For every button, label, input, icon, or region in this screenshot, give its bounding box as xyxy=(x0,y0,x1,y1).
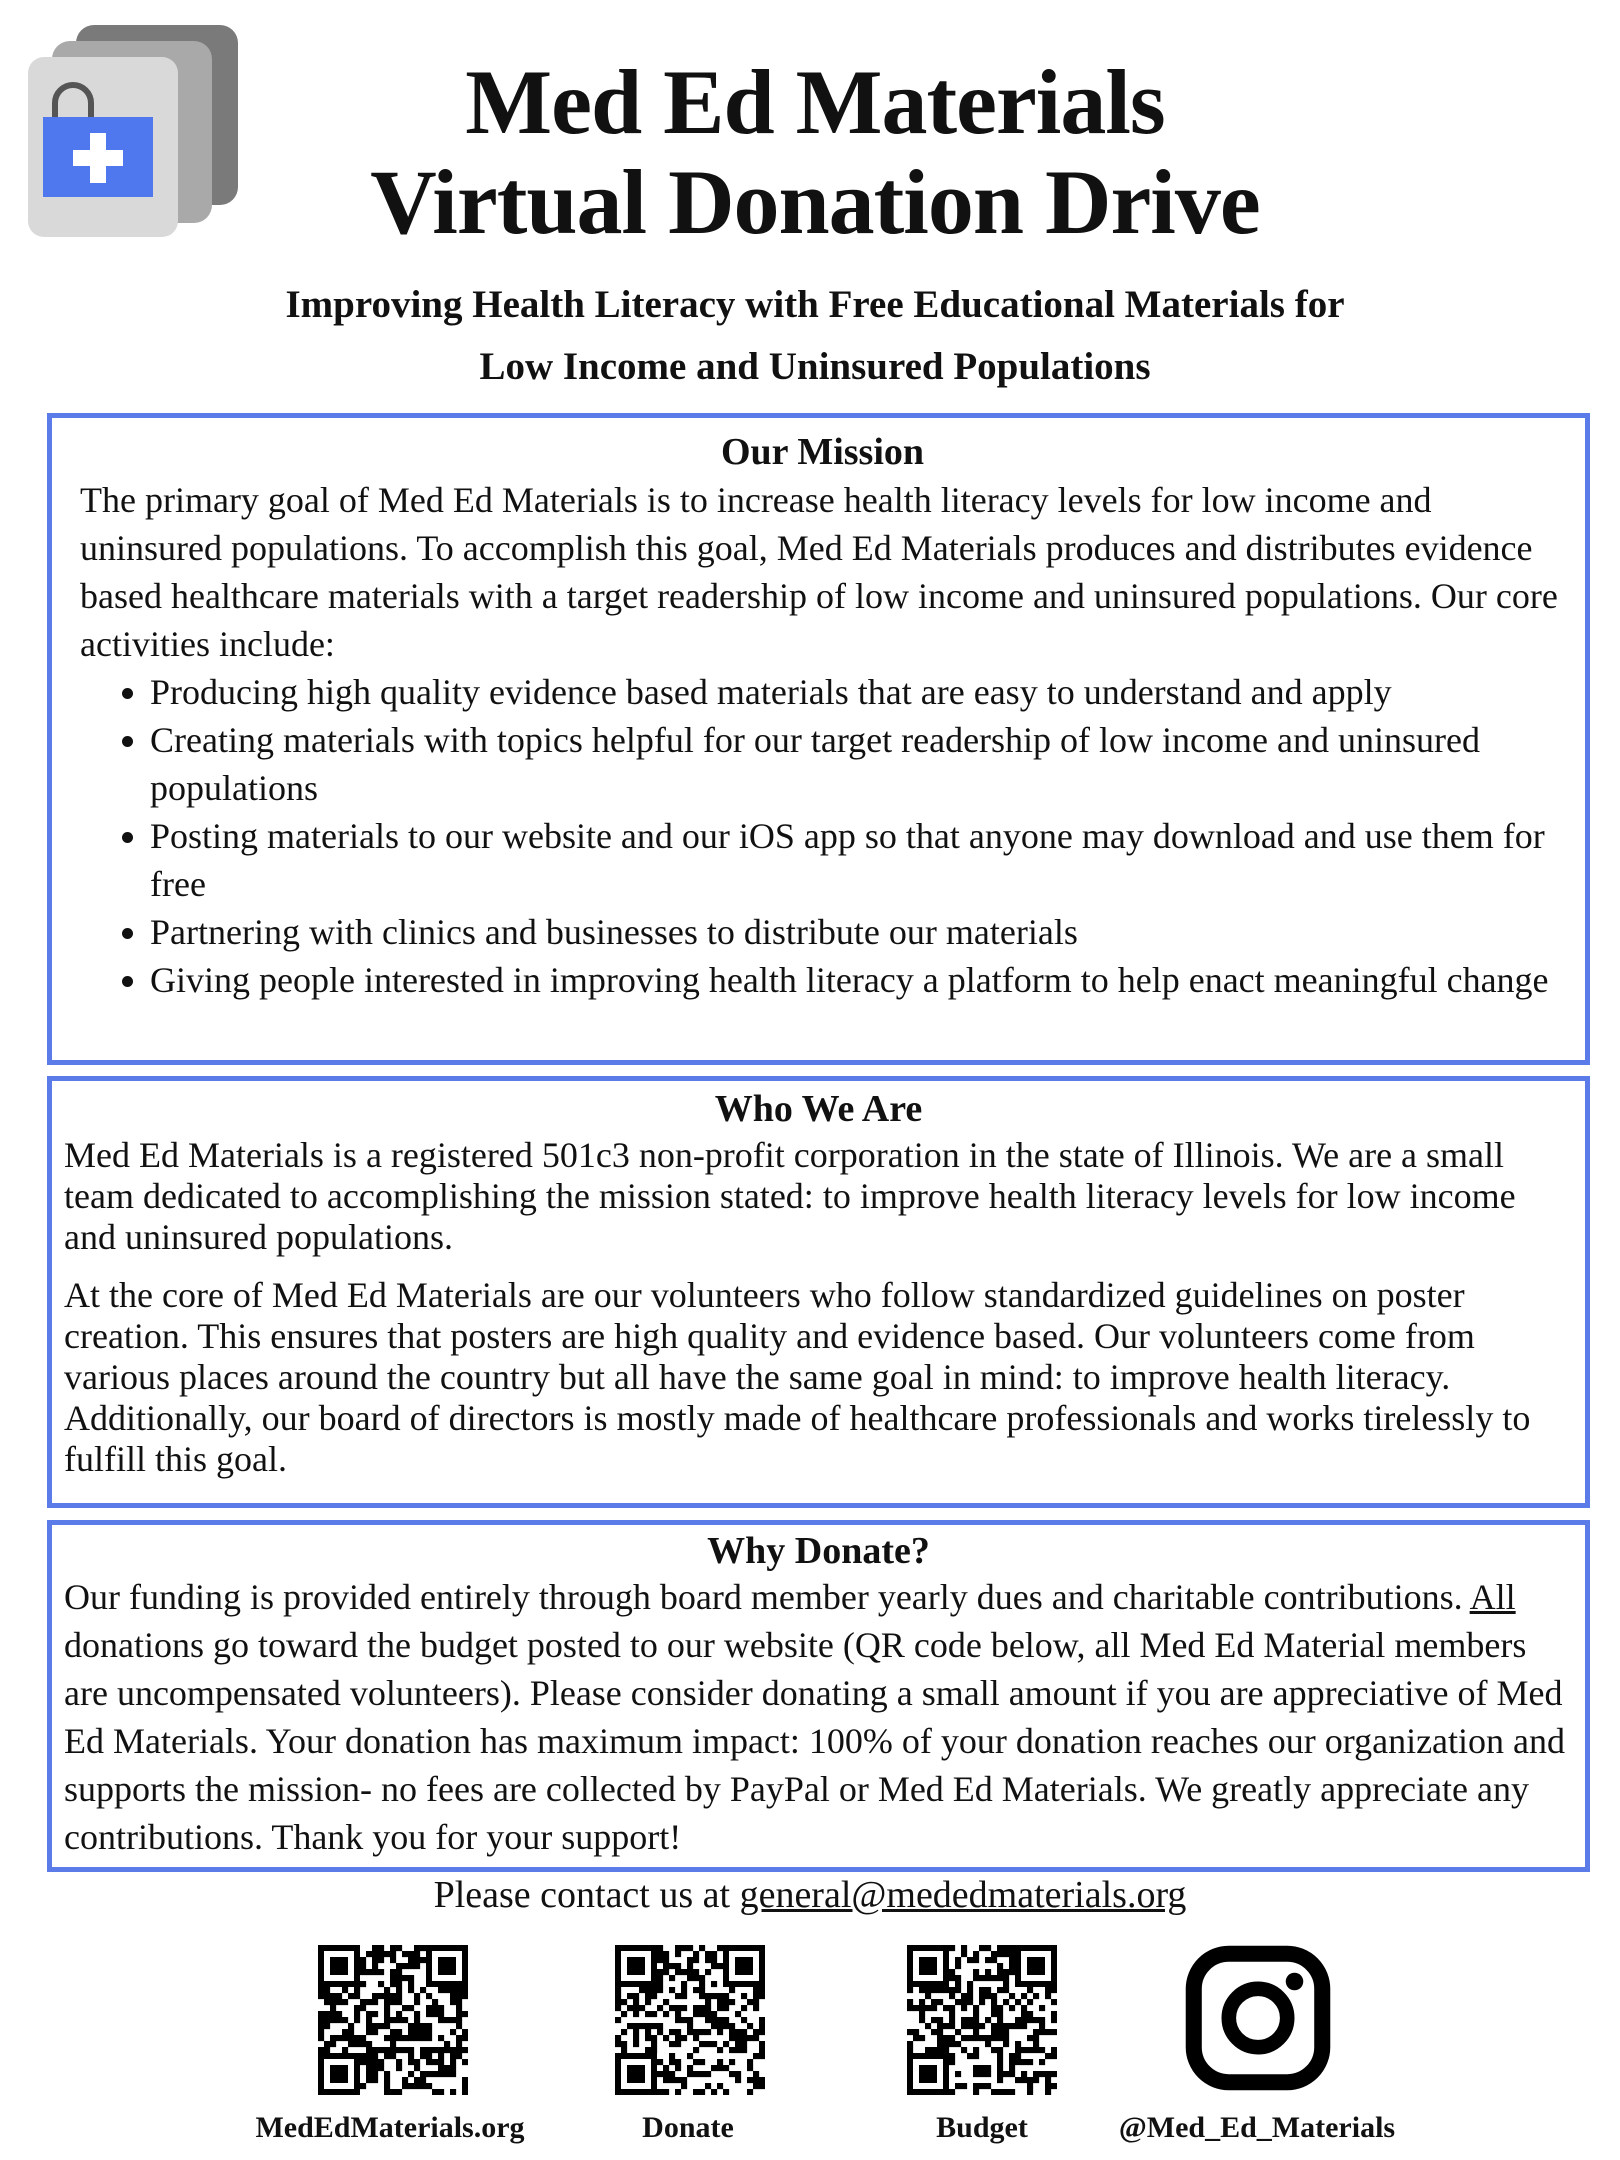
mission-heading: Our Mission xyxy=(720,431,925,473)
list-item: Posting materials to our website and our… xyxy=(150,812,1565,908)
instagram-handle-label: @Med_Ed_Materials xyxy=(1118,2111,1396,2144)
mission-intro: The primary goal of Med Ed Materials is … xyxy=(80,480,1558,664)
donate-label: Donate xyxy=(642,2111,734,2144)
list-item: Giving people interested in improving he… xyxy=(150,956,1565,1004)
budget-label: Budget xyxy=(936,2111,1028,2144)
title-line-1: Med Ed Materials xyxy=(465,51,1165,153)
website-label: MedEdMaterials.org xyxy=(255,2111,525,2144)
mission-section: Our Mission The primary goal of Med Ed M… xyxy=(47,413,1590,1065)
subtitle-line-1: Improving Health Literacy with Free Educ… xyxy=(285,283,1345,326)
why-donate-section: Why Donate? Our funding is provided enti… xyxy=(47,1520,1590,1872)
why-heading: Why Donate? xyxy=(707,1530,930,1572)
mission-activities-list: Producing high quality evidence based ma… xyxy=(80,668,1565,1004)
medical-bag-icon xyxy=(28,25,238,237)
contact-prefix: Please contact us at xyxy=(433,1874,740,1916)
instagram-icon[interactable] xyxy=(1185,1945,1331,2091)
why-emphasis: All xyxy=(1469,1577,1516,1617)
title-line-2: Virtual Donation Drive xyxy=(370,151,1260,253)
contact-line: Please contact us at general@mededmateri… xyxy=(0,1870,1620,1920)
who-paragraph-2: At the core of Med Ed Materials are our … xyxy=(64,1275,1531,1479)
who-we-are-section: Who We Are Med Ed Materials is a registe… xyxy=(47,1076,1590,1508)
contact-email-link[interactable]: general@mededmaterials.org xyxy=(739,1874,1187,1916)
subtitle: Improving Health Literacy with Free Educ… xyxy=(150,274,1480,398)
list-item: Creating materials with topics helpful f… xyxy=(150,716,1565,812)
qr-code-icon[interactable] xyxy=(615,1945,765,2095)
why-text-1: Our funding is provided entirely through… xyxy=(64,1577,1470,1617)
why-text-2: donations go toward the budget posted to… xyxy=(64,1625,1566,1857)
who-heading: Who We Are xyxy=(714,1088,923,1130)
qr-code-icon[interactable] xyxy=(318,1945,468,2095)
who-paragraph-1: Med Ed Materials is a registered 501c3 n… xyxy=(64,1135,1516,1257)
list-item: Partnering with clinics and businesses t… xyxy=(150,908,1565,956)
list-item: Producing high quality evidence based ma… xyxy=(150,668,1565,716)
subtitle-line-2: Low Income and Uninsured Populations xyxy=(479,345,1151,388)
page-title: Med Ed Materials Virtual Donation Drive xyxy=(240,52,1390,252)
qr-code-icon[interactable] xyxy=(907,1945,1057,2095)
why-paragraph: Our funding is provided entirely through… xyxy=(64,1573,1573,1861)
